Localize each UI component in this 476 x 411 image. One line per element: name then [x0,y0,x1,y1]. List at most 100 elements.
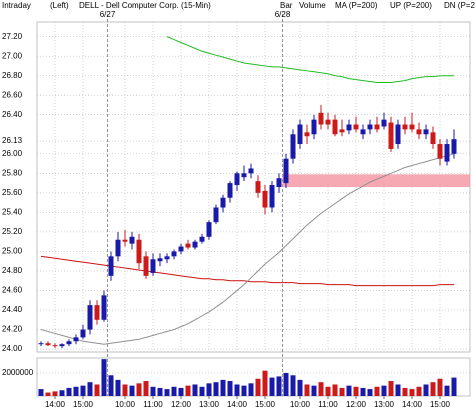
volume-bar [94,384,100,396]
candle-body [59,344,65,347]
volume-bar [115,379,121,396]
line-series [40,153,455,345]
x-tick-label: 11:00 [143,400,163,409]
volume-bar [143,381,149,396]
y-tick-label: 25.20 [2,227,23,236]
candle-body [143,256,149,276]
candle-body [227,183,233,198]
volume-bar [66,387,72,396]
volume-bar [241,385,247,396]
volume-bar [402,387,408,396]
volume-bar [416,386,422,396]
candle-body [318,112,324,125]
volume-bar [38,389,44,396]
volume-bar [206,383,212,396]
line-series [166,36,454,84]
candle-body [437,144,443,159]
y-tick-label: 27.20 [2,32,23,41]
date-label: 6/27 [100,10,116,19]
candle-body [346,124,352,131]
volume-bar [318,382,324,396]
y-tick-label: 24.60 [2,286,23,295]
candle-body [416,129,422,135]
x-tick-label: 12:00 [171,400,192,409]
volume-bar [276,376,282,396]
candle-body [255,181,261,193]
y-tick-label: 26.60 [2,90,23,99]
volume-bar [451,377,457,396]
candle-body [136,239,142,264]
volume-bar [353,386,359,396]
highlight-zone [282,174,470,187]
candle-body [80,329,86,338]
volume-bar [108,375,114,396]
candle-body [283,158,289,184]
y-tick-label: 25.60 [2,188,23,197]
volume-bar [430,382,436,396]
volume-bar [283,372,289,396]
volume-bar [444,385,450,396]
candle-body [332,119,338,135]
candle-body [311,119,317,135]
x-tick-label: 15:00 [430,400,451,409]
volume-bar [311,385,317,396]
volume-bar [269,377,275,396]
candle-body [213,207,219,223]
candle-body [150,259,156,273]
candle-body [423,129,429,135]
volume-bar [87,382,93,396]
volume-bar [395,384,401,396]
candle-body [402,124,408,130]
x-tick-label: 13:00 [374,400,395,409]
candle-body [269,185,275,208]
y-tick-label: 27.00 [2,51,23,60]
volume-bar [388,381,394,396]
volume-bar [248,383,254,396]
candle-body [164,256,170,260]
candle-body [297,124,303,145]
volume-bar [73,386,79,396]
candle-body [73,337,79,342]
volume-bar [423,384,429,396]
candle-body [94,305,100,320]
volume-bar [297,379,303,396]
candle-body [192,241,198,248]
volume-bar [255,378,261,396]
x-tick-label: 15:00 [255,400,276,409]
y-tick-label: 26.40 [2,110,23,119]
volume-bar [80,385,86,396]
volume-bar [164,389,170,396]
volume-bar [360,387,366,396]
y-tick-label: 2000000 [2,368,34,377]
candle-body [367,124,373,130]
candle-body [108,256,114,276]
bar-label: Bar [280,1,293,10]
candle-body [157,258,163,262]
volume-bar [304,384,310,396]
volume-bar [325,386,331,396]
candle-body [276,178,282,187]
candle-body [290,134,296,159]
date-label: 6/28 [275,10,291,19]
candle-body [262,190,268,208]
volume-bar [409,389,415,396]
volume-bar [59,390,65,396]
candle-body [444,144,450,162]
candle-body [38,343,44,345]
chart-title: DELL - Dell Computer Corp. (15-Min) [79,1,211,10]
candle-body [115,239,121,257]
x-tick-label: 15:00 [73,400,94,409]
volume-bar [374,386,380,396]
volume-bar [122,384,128,396]
volume-bar [129,385,135,396]
candle-body [234,173,240,186]
y-tick-label: 24.00 [2,344,23,353]
y-tick-label: 26.13 [2,136,23,145]
volume-bar [346,385,352,396]
volume-bar [101,359,107,396]
candle-body [171,251,177,257]
volume-bar [185,385,191,396]
x-tick-label: 10:00 [115,400,136,409]
